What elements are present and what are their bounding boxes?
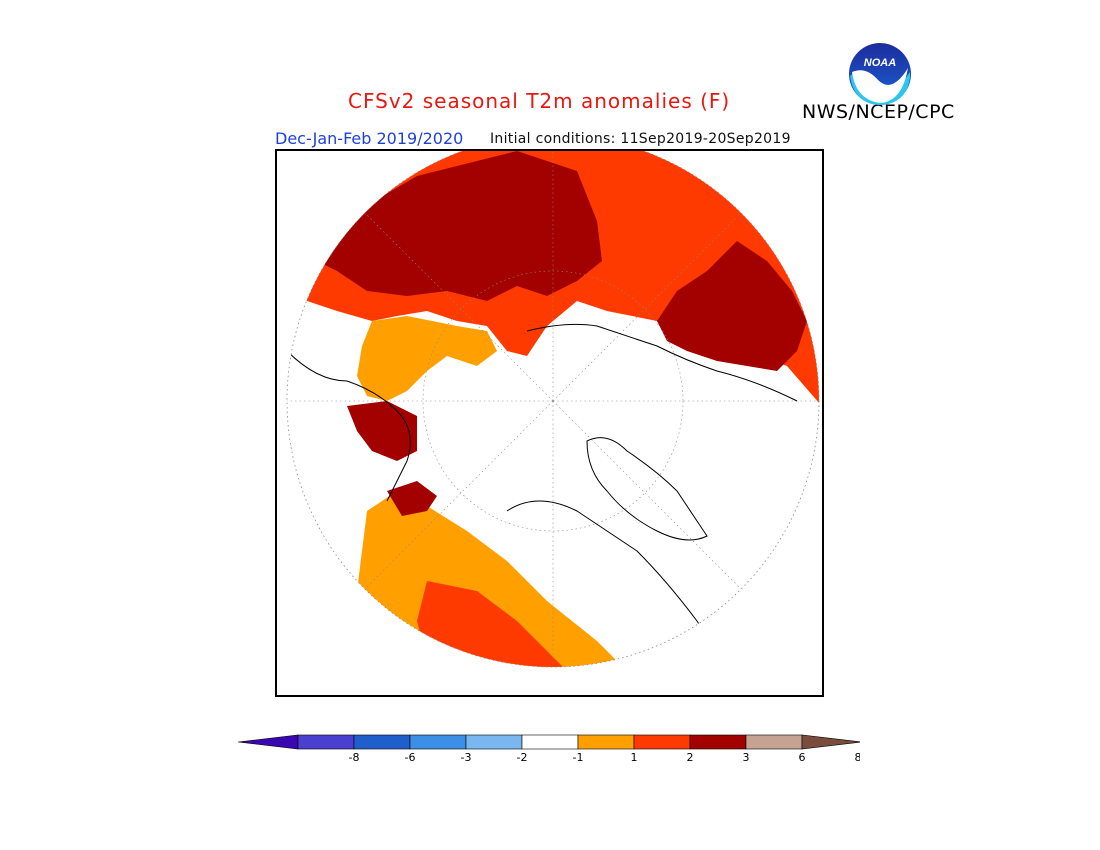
colorbar-tick-label: -2 [517,751,528,764]
colorbar-cell [465,734,523,750]
colorbar-cell [689,734,747,750]
polar-map-svg [286,151,820,668]
colorbar-tick-label: 2 [687,751,694,764]
region-europe-strong [317,151,602,301]
chart-title: CFSv2 seasonal T2m anomalies (F) [348,89,731,113]
colorbar: -8 -6 -3 -2 -1 1 2 3 6 8 [238,734,861,764]
colorbar-cell [409,734,467,750]
colorbar-tick-label: -1 [573,751,584,764]
colorbar-tick-label: 3 [743,751,750,764]
colorbar-tick-label: 6 [799,751,806,764]
region-arctic-neutral [495,376,684,556]
svg-text:NOAA: NOAA [864,57,896,69]
coastline-siberia [526,323,798,402]
region-east-asia-strong [347,401,417,461]
colorbar-tick-label: 1 [631,751,638,764]
region-alaska-strong [387,481,437,516]
colorbar-cell [353,734,411,750]
colorbar-cell [633,734,691,750]
initial-conditions-label: Initial conditions: 11Sep2019-20Sep2019 [490,131,791,147]
colorbar-tick-label: 8 [855,751,861,764]
colorbar-tick-label: -6 [405,751,416,764]
season-label: Dec-Jan-Feb 2019/2020 [275,129,464,148]
colorbar-arrow-high [801,734,860,750]
noaa-logo: NOAA [849,43,911,105]
colorbar-cell [745,734,803,750]
colorbar-cell [521,734,579,750]
region-western-canada-warm [417,581,577,667]
colorbar-tick-label: -3 [461,751,472,764]
anomaly-map [275,149,824,697]
region-europe-moderate [357,316,497,401]
colorbar-cell [577,734,635,750]
colorbar-tick-label: -8 [349,751,360,764]
colorbar-cell [297,734,355,750]
region-siberia-strong [657,241,807,371]
coastline-eurasia [287,350,411,502]
coastline-greenland [586,437,708,541]
colorbar-arrow-low [238,734,299,750]
agency-label: NWS/NCEP/CPC [802,101,955,123]
